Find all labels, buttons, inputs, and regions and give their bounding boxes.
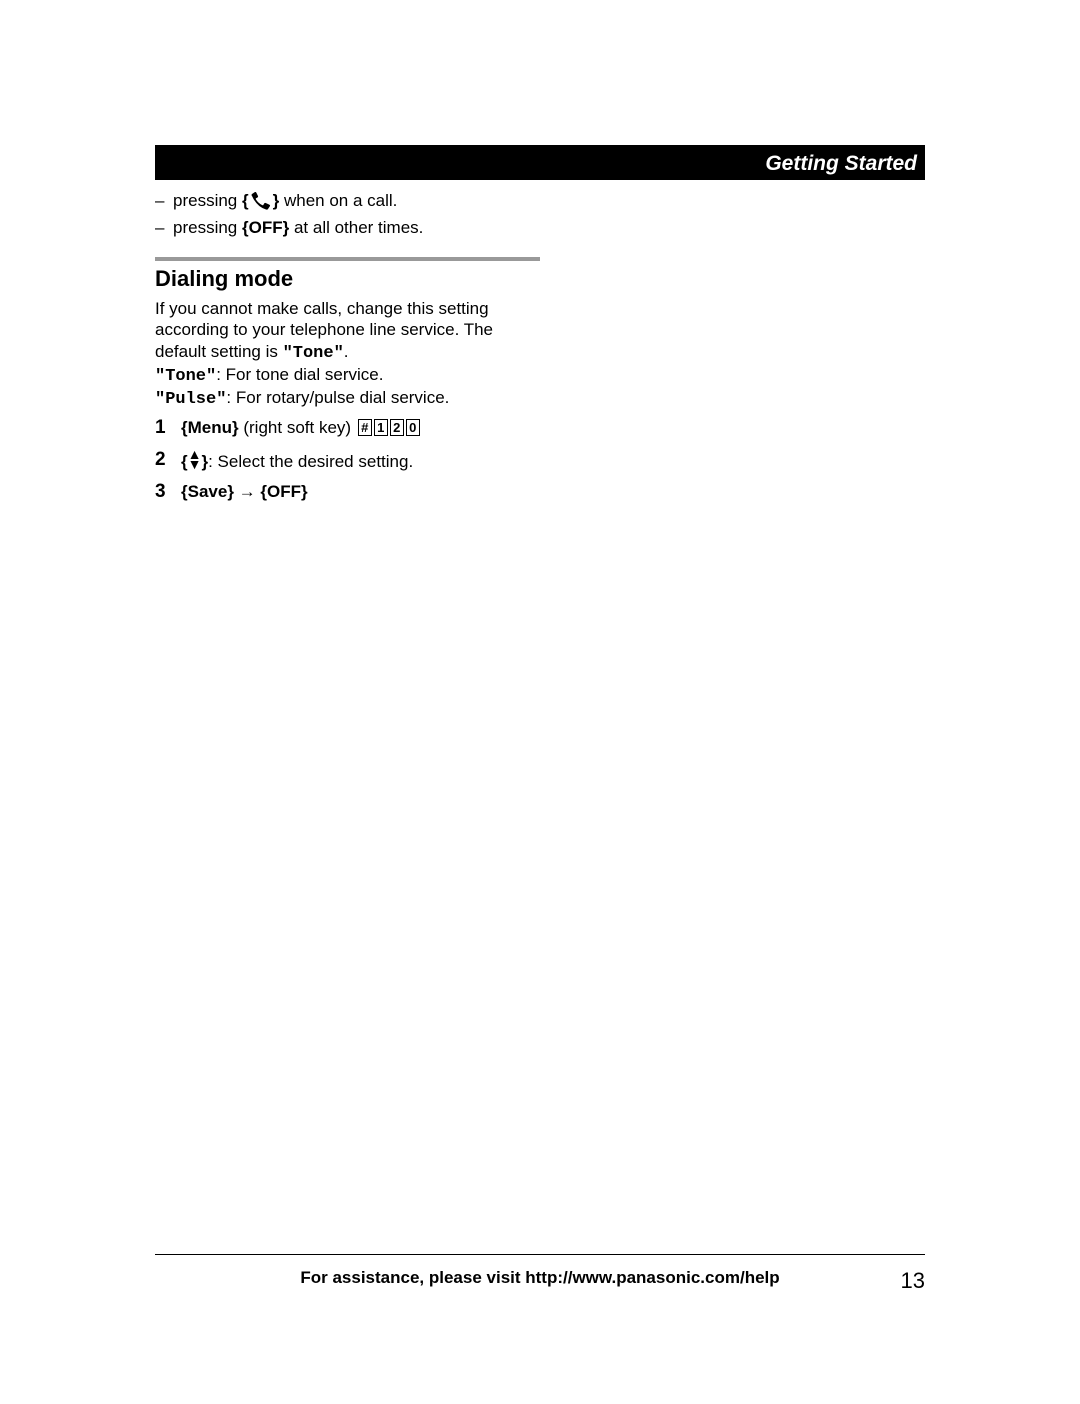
left-column: – pressing {} when on a call. – pressing… <box>155 180 540 504</box>
header-title: Getting Started <box>765 152 917 175</box>
step-number: 2 <box>155 448 181 472</box>
bracket: { <box>181 452 188 471</box>
bracket: { <box>242 218 249 237</box>
text: when on a call. <box>279 191 397 210</box>
text: : For tone dial service. <box>216 365 383 384</box>
bullet-text: pressing {OFF} at all other times. <box>173 217 540 238</box>
keycap: 1 <box>374 419 388 436</box>
key-label: Save <box>188 482 228 501</box>
footer-text: For assistance, please visit http://www.… <box>155 1268 925 1288</box>
text: pressing <box>173 191 242 210</box>
mono-text: "Tone" <box>283 344 344 363</box>
phone-icon <box>249 192 273 215</box>
step-body: {▲▼}: Select the desired setting. <box>181 448 540 472</box>
key-label: Menu <box>188 418 232 437</box>
page-number: 13 <box>901 1268 925 1294</box>
step-number: 1 <box>155 416 181 440</box>
list-item: 2 {▲▼}: Select the desired setting. <box>155 448 540 472</box>
step-number: 3 <box>155 480 181 504</box>
arrow-icon: → <box>234 482 260 501</box>
keycap: 0 <box>406 419 420 436</box>
bullet-item: – pressing {OFF} at all other times. <box>155 217 540 238</box>
paragraph: If you cannot make calls, change this se… <box>155 298 540 364</box>
text: . <box>344 342 349 361</box>
text: pressing <box>173 218 242 237</box>
key-label: OFF <box>267 482 301 501</box>
list-item: 1 {Menu} (right soft key) #120 <box>155 416 540 440</box>
list-item: 3 {Save} → {OFF} <box>155 480 540 504</box>
mono-text: "Tone" <box>155 367 216 386</box>
section-heading: Dialing mode <box>155 265 540 293</box>
bullet-item: – pressing {} when on a call. <box>155 190 540 215</box>
bracket: } <box>227 482 234 501</box>
bracket: } <box>301 482 308 501</box>
page-frame: Getting Started – pressing {} when on a … <box>155 145 925 1255</box>
text: : Select the desired setting. <box>208 452 413 471</box>
text: (right soft key) <box>239 418 356 437</box>
header-bar: Getting Started <box>155 148 925 180</box>
ordered-list: 1 {Menu} (right soft key) #120 2 {▲▼}: S… <box>155 416 540 504</box>
text: at all other times. <box>289 218 423 237</box>
bullet-text: pressing {} when on a call. <box>173 190 540 215</box>
bracket: { <box>181 482 188 501</box>
step-body: {Save} → {OFF} <box>181 480 540 502</box>
keycap: # <box>358 419 372 436</box>
bracket: { <box>242 191 249 210</box>
bracket: { <box>181 418 188 437</box>
key-label: OFF <box>249 218 283 237</box>
paragraph: "Tone": For tone dial service. <box>155 364 540 387</box>
keycap: 2 <box>390 419 404 436</box>
nav-up-down-icon: ▲▼ <box>188 449 202 469</box>
footer: For assistance, please visit http://www.… <box>155 1268 925 1288</box>
bracket: } <box>232 418 239 437</box>
mono-text: "Pulse" <box>155 390 226 409</box>
paragraph: "Pulse": For rotary/pulse dial service. <box>155 387 540 410</box>
bullet-dash: – <box>155 190 173 215</box>
bullet-dash: – <box>155 217 173 238</box>
text: : For rotary/pulse dial service. <box>226 388 449 407</box>
section-divider <box>155 257 540 261</box>
step-body: {Menu} (right soft key) #120 <box>181 416 540 438</box>
